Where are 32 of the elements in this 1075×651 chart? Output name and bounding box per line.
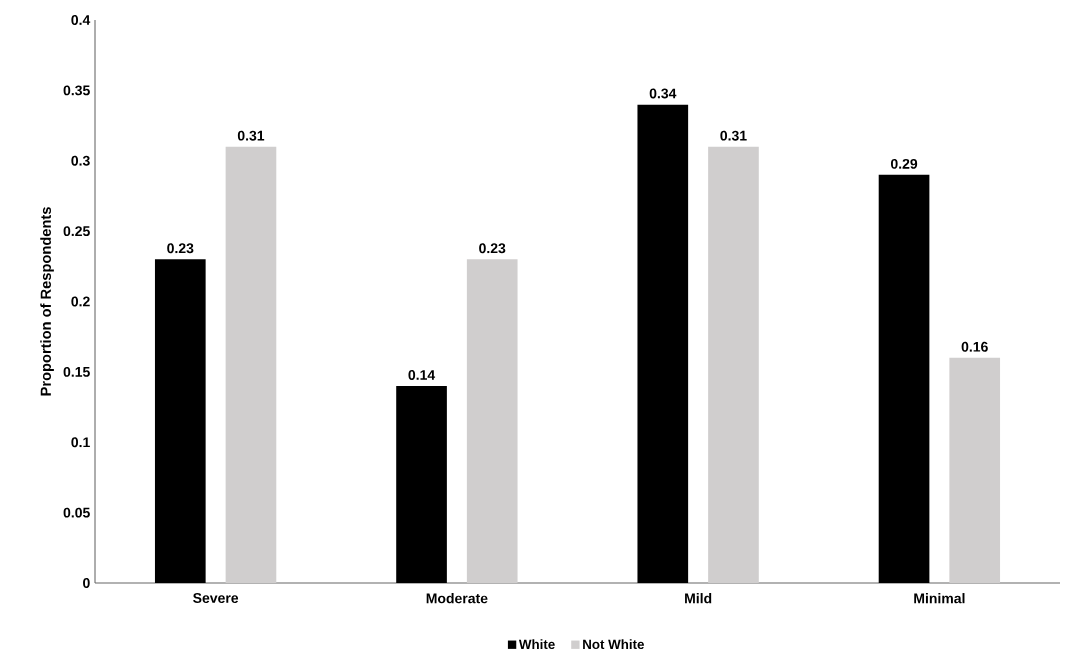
y-tick-label: 0 — [83, 578, 90, 588]
y-tick-label: 0.15 — [63, 366, 90, 377]
y-tick-label: 0.4 — [71, 15, 91, 25]
legend-label: White — [518, 639, 555, 650]
legend-label: Not White — [583, 639, 644, 650]
data-label: 0.16 — [961, 341, 988, 352]
y-tick-label: 0.1 — [71, 437, 90, 448]
y-tick-label: 0.05 — [63, 507, 90, 518]
bar — [466, 259, 518, 583]
y-tick-label: 0.35 — [63, 85, 90, 96]
x-tick-label: Moderate — [426, 593, 488, 604]
bar — [637, 104, 689, 583]
bar — [708, 146, 759, 583]
data-label: 0.29 — [890, 158, 918, 169]
data-label: 0.14 — [408, 370, 436, 380]
data-label: 0.23 — [167, 243, 194, 254]
y-tick-label: 0.3 — [71, 155, 90, 166]
data-label: 0.31 — [237, 130, 265, 141]
x-tick-label: Minimal — [914, 593, 965, 604]
x-tick-label: Mild — [685, 593, 712, 604]
y-tick-label: 0.2 — [71, 296, 90, 307]
bar — [154, 259, 206, 583]
data-label: 0.34 — [649, 88, 677, 99]
bar — [225, 146, 277, 583]
bar — [396, 385, 447, 583]
bar — [878, 174, 930, 583]
y-tick-label: 0.25 — [63, 226, 90, 237]
data-label: 0.23 — [479, 243, 506, 254]
bar — [949, 357, 1001, 583]
y-axis-title: Proportion of Respondents — [40, 207, 54, 396]
data-label: 0.31 — [720, 130, 747, 141]
x-tick-label: Severe — [193, 593, 239, 603]
